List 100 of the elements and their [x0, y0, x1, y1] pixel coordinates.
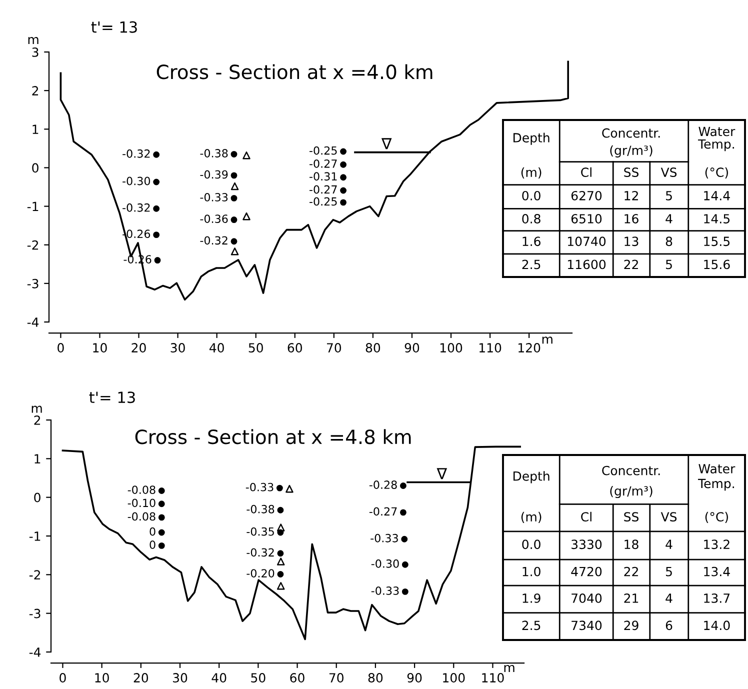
text: 7340 [572, 620, 602, 630]
x-tick-label: 50 [251, 673, 266, 683]
text: 14.5 [704, 214, 730, 224]
x-tick-label: 40 [212, 673, 226, 683]
x-tick-label: 70 [326, 343, 342, 353]
y-tick-label: -4 [29, 648, 41, 657]
annotation: -0.32 [200, 236, 228, 245]
text: Temp. [698, 478, 734, 491]
text: (gr/m³) [610, 145, 652, 158]
x-tick-label: 40 [209, 343, 224, 353]
text: (°C) [705, 167, 728, 178]
text: 4 [666, 594, 672, 603]
x-tick-label: 80 [366, 343, 380, 353]
y-tick-label: 0 [34, 492, 40, 502]
y-tick-label: -4 [27, 318, 39, 327]
x-tick-label: 10 [95, 673, 109, 683]
annotation: -0.10 [128, 498, 156, 508]
x-tick-label: 70 [329, 673, 344, 683]
annotation: 2.5 [522, 620, 540, 630]
x-tick-label: 0 [60, 673, 66, 683]
annotation: 6270 [571, 190, 602, 200]
annotation: -0.31 [310, 172, 337, 181]
text: SS [624, 512, 638, 522]
text: 22 [624, 260, 638, 269]
annotation: 1.6 [522, 236, 540, 246]
annotation: ∇ [381, 138, 392, 150]
annotation: -0.39 [200, 170, 228, 179]
annotation: -0.38 [246, 504, 274, 514]
annotation: -0.33 [246, 482, 274, 492]
x-tick-label: 10 [93, 343, 107, 353]
text: Concentr. [602, 466, 660, 476]
x-tick-label: 100 [443, 673, 465, 683]
annotation: -0.25 [310, 197, 337, 206]
x-axis-title: m [504, 664, 514, 672]
annotation: -0.38 [200, 149, 228, 158]
text: 13.7 [704, 593, 730, 603]
annotation: -0.33 [370, 534, 398, 542]
text: 13.2 [704, 540, 730, 550]
text: 15.5 [704, 236, 730, 246]
text: Cl [581, 167, 592, 178]
annotation: -0.28 [369, 480, 397, 489]
x-tick-label: 30 [173, 673, 188, 683]
annotation: -0.35 [246, 527, 274, 536]
text: Cl [581, 512, 592, 522]
annotation: 11600 [568, 260, 606, 270]
annotation: Depth [514, 471, 550, 484]
annotation: -0.08 [128, 486, 156, 494]
chart-subtitle: Cross - Section at x =4.8 km [135, 429, 411, 444]
x-tick-label: 20 [134, 673, 148, 683]
text: 13 [624, 236, 638, 246]
text: 8 [666, 236, 672, 246]
annotation: 2.5 [522, 260, 540, 270]
text: 6 [666, 620, 672, 630]
annotation: -0.32 [122, 203, 150, 212]
y-tick-label: -3 [27, 278, 38, 288]
annotation: 10740 [568, 236, 606, 246]
x-tick-label: 110 [482, 673, 504, 683]
annotation: (m) [521, 512, 542, 523]
annotation: -0.33 [371, 586, 399, 595]
text: 29 [624, 620, 638, 630]
x-tick-label: 90 [404, 343, 420, 353]
y-tick-label: 1 [34, 454, 40, 464]
y-tick-label: -1 [29, 532, 40, 541]
x-tick-label: 60 [290, 673, 304, 683]
x-axis-title: m [542, 336, 552, 344]
x-tick-label: 80 [368, 673, 383, 683]
text: 5 [666, 260, 672, 270]
text: Temp. [698, 139, 734, 152]
text: SS [624, 168, 638, 178]
text: 7040 [572, 593, 602, 603]
text: VS [660, 168, 677, 178]
text: (°C) [705, 512, 728, 523]
x-tick-label: 100 [440, 343, 462, 353]
annotation: 6510 [571, 214, 602, 224]
annotation: -0.32 [122, 149, 150, 158]
annotation: (m) [521, 167, 542, 178]
y-tick-label: 1 [32, 124, 38, 134]
x-tick-label: 50 [248, 343, 263, 353]
x-tick-label: 120 [518, 343, 540, 353]
annotation: -0.27 [369, 507, 397, 516]
annotation: 0.8 [522, 214, 540, 224]
text: 21 [624, 593, 638, 603]
annotation: -0.36 [200, 214, 228, 224]
y-tick-label: 2 [34, 415, 40, 425]
x-tick-label: 90 [407, 673, 422, 683]
annotation: -0.33 [200, 193, 228, 202]
text: 3330 [572, 540, 602, 550]
text: 5 [666, 566, 672, 576]
text: 4 [666, 214, 672, 224]
chart-title: t'= 13 [91, 21, 137, 33]
y-tick-label: -2 [29, 570, 40, 580]
annotation: Depth [514, 132, 550, 145]
annotation: -0.20 [246, 569, 274, 578]
text: 15.6 [704, 260, 730, 270]
text: 4720 [571, 566, 602, 576]
x-tick-label: 30 [170, 343, 185, 353]
text: 22 [624, 566, 638, 576]
x-tick-label: 0 [58, 343, 64, 353]
text: 4 [666, 540, 672, 549]
text: Water [698, 126, 736, 136]
